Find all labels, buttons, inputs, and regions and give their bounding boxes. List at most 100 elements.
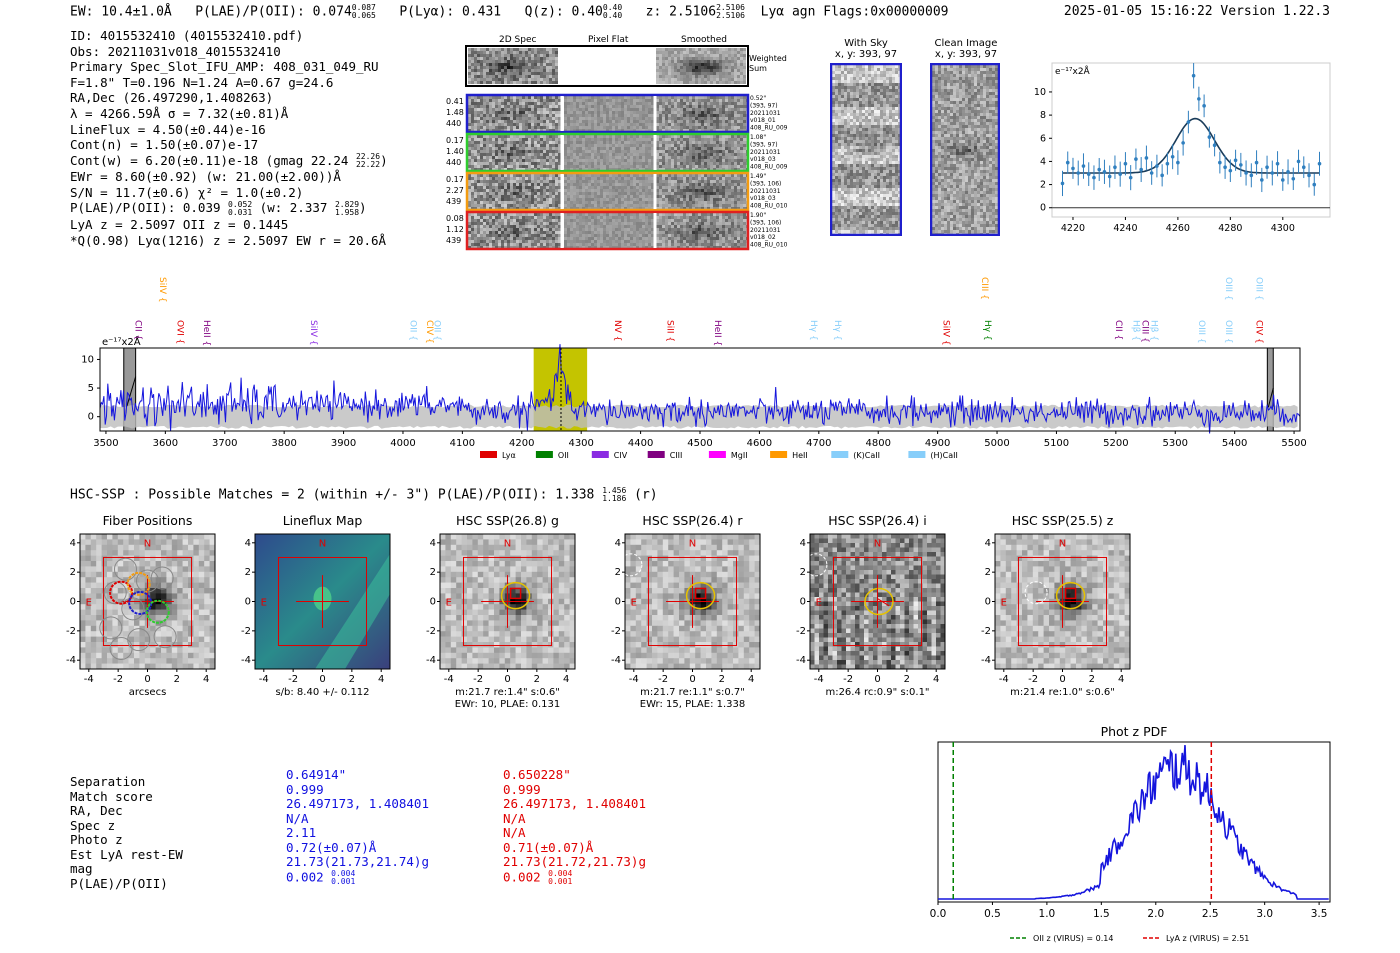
info-obs: Obs: 20211031v018_4015532410 xyxy=(70,43,281,59)
twod-cutouts: Weighted Sum 0.41 1.48 440 0.52" (393, 97) 2021… xyxy=(440,44,800,259)
spec-legend-swatch xyxy=(480,451,497,458)
hsc-aperture-box xyxy=(1017,556,1108,647)
info-lya: LyA z = 2.5097 OII z = 0.1445 xyxy=(70,216,289,232)
fit-x-tick-label: 4220 xyxy=(1061,223,1085,234)
info-plae-w-end: ) xyxy=(359,200,367,216)
fit-point xyxy=(1270,171,1275,175)
info-plae-text: P(LAE)/P(OII): 0.039 xyxy=(70,200,221,216)
hsc-y-tick-label: -4 xyxy=(611,655,621,666)
match-blue-ew: 0.72(±0.07)Å xyxy=(286,839,377,855)
hsc-source-box xyxy=(509,587,522,600)
hsc-aperture-box xyxy=(832,556,923,647)
hsc-y-tick-label: 0 xyxy=(70,597,76,608)
header-z-hi: 2.5106 xyxy=(716,3,745,12)
spec-x-tick-label: 4100 xyxy=(450,438,475,449)
match-blue-score: 0.999 xyxy=(286,781,324,797)
hsc-y-tick-label: 0 xyxy=(245,597,251,608)
fit-point xyxy=(1312,182,1317,187)
fit-point xyxy=(1212,143,1217,148)
fiber-circle xyxy=(103,581,127,605)
fit-point xyxy=(1128,175,1133,180)
hsc-y-tick-label: 2 xyxy=(615,567,621,578)
spec-x-tick-label: 4000 xyxy=(390,438,415,449)
hsc-y-tick-label: 2 xyxy=(800,567,806,578)
hsc-source-box xyxy=(877,588,890,607)
twod-row-frame xyxy=(465,171,750,212)
match-blue-plae-hi: 0.004 xyxy=(331,868,356,878)
sky-pixels xyxy=(932,65,998,236)
hsc-panel-caption: m:21.7 re:1.4" s:0.6" xyxy=(455,687,560,698)
hsc-y-tick-label: -2 xyxy=(241,626,251,637)
hsc-y-tick-label: -2 xyxy=(611,626,621,637)
twod-row-left-value: 1.40 xyxy=(446,147,464,156)
hsc-y-tick-label: -2 xyxy=(981,626,991,637)
match-blue-plae: 0.002 0.004 0.001 xyxy=(286,868,429,886)
hsc-x-tick-label: -4 xyxy=(814,674,824,685)
spec-legend-swatch xyxy=(647,451,665,458)
fit-curve xyxy=(1062,117,1320,174)
pdf-x-tick-label: 0.0 xyxy=(930,908,947,920)
spec-line-label: OIII { xyxy=(1223,277,1233,301)
match-red-radec: 26.497173, 1.408401 xyxy=(503,796,646,811)
twod-row-left-value: 439 xyxy=(446,236,461,245)
twod-row-frame xyxy=(465,93,750,134)
fit-point xyxy=(1275,161,1280,166)
header-datetime: 2025-01-05 15:16:22 Version 1.22.3 xyxy=(1063,4,1330,19)
twod-header-2dspec: 2D Spec xyxy=(499,35,537,45)
spec-x-tick-label: 4200 xyxy=(509,438,534,449)
info-primary: Primary Spec_Slot_IFU_AMP: 408_031_049_R… xyxy=(70,59,379,75)
photz-pdf-chart: Phot z PDF 0.0 0.5 1.0 1.5 2.0 2.5 3.0 3.5 OII z … xyxy=(930,724,1331,943)
twod-weighted-row xyxy=(465,45,749,87)
hsc-svg: Fiber Positions N E -4 -4 -2 -2 0 0 2 2 4 4 arcsecs Li… xyxy=(66,513,1131,710)
twod-row xyxy=(465,171,750,212)
header-tail: Lyα agn Flags:0x00000009 xyxy=(760,4,949,20)
spec-line-label: NV { xyxy=(612,320,622,341)
header-plya: P(Lyα): 0.431 xyxy=(399,4,502,20)
spec-x-tick-label: 3700 xyxy=(212,438,237,449)
twod-row-right-value: 1.90" xyxy=(750,212,766,219)
hsc-aperture-box xyxy=(647,556,738,647)
match-blue-photoz: 2.11 xyxy=(286,825,317,840)
spec-line-label: OII { xyxy=(408,320,418,341)
fit-point xyxy=(1249,173,1254,178)
hsc-x-tick-label: -4 xyxy=(259,674,269,685)
spec-x-tick-label: 4700 xyxy=(806,438,831,449)
twod-row-right-value: 20211031 xyxy=(750,110,781,117)
fiber-circle-orange xyxy=(126,571,151,596)
hsc-north-label: N xyxy=(874,538,881,549)
fit-x-tick-label: 4260 xyxy=(1166,223,1190,234)
fit-point xyxy=(1202,104,1206,108)
twod-row-left-value: 2.27 xyxy=(446,186,464,195)
fit-point xyxy=(1149,171,1154,175)
twod-row-left-value: 0.41 xyxy=(446,97,464,106)
spec-x-tick-label: 3500 xyxy=(93,438,118,449)
match-red-mag: 21.73(21.72,21.73)g xyxy=(503,854,646,869)
spec-legend-swatch xyxy=(831,451,849,458)
twod-weighted-label-2: Sum xyxy=(749,64,767,73)
spec-legend-swatch xyxy=(591,451,609,458)
fit-point xyxy=(1233,158,1238,163)
twod-row-left-value: 439 xyxy=(446,197,461,206)
info-ewr: EWr = 8.60(±0.92) (w: 21.00(±2.00))Å xyxy=(70,169,341,185)
fit-y-tick-label: 6 xyxy=(1040,133,1046,144)
hsc-panel xyxy=(992,533,1131,672)
line-fit-chart: e⁻¹⁷x2Å 4220 4240 4260 4280 4300 0 2 4 6 8 10 xyxy=(1034,62,1331,234)
hsc-x-tick-label: -2 xyxy=(113,674,123,685)
hsc-summary-text: HSC-SSP : Possible Matches = 2 (within +… xyxy=(70,487,595,503)
twod-row xyxy=(465,132,750,173)
fit-frame xyxy=(1051,62,1331,218)
hsc-east-label: E xyxy=(446,598,452,609)
spec-line-label: SiIV { xyxy=(941,320,951,346)
hsc-panel-caption: EWr: 15, PLAE: 1.338 xyxy=(640,699,746,710)
fit-point xyxy=(1307,173,1311,178)
fit-point xyxy=(1092,175,1096,180)
hsc-x-tick-label: 4 xyxy=(203,674,209,685)
fit-y-tick-label: 0 xyxy=(1040,203,1046,214)
spec-y-tick-label: 10 xyxy=(81,354,94,365)
hsc-y-tick-label: 4 xyxy=(245,538,251,549)
pdf-title: Phot z PDF xyxy=(1101,724,1168,739)
fit-point xyxy=(1260,178,1264,182)
spec-x-tick-label: 4900 xyxy=(925,438,950,449)
fit-point xyxy=(1170,154,1175,159)
twod-header-pixelflat: Pixel Flat xyxy=(588,35,629,45)
